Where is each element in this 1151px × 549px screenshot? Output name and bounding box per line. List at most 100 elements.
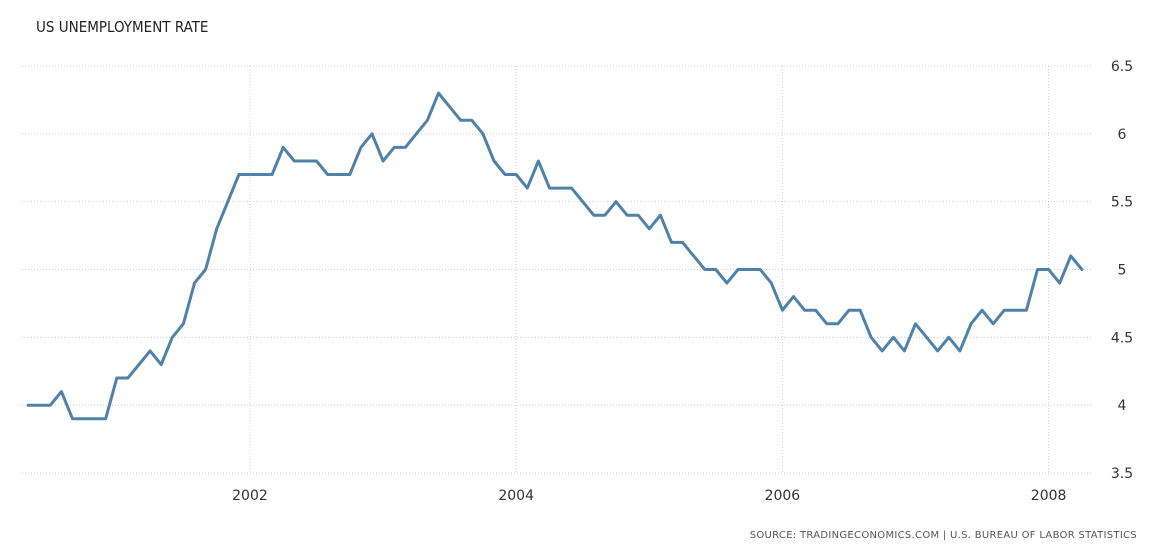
data-point-2007-09	[1003, 309, 1005, 311]
data-point-2001-10	[215, 228, 217, 230]
data-point-2005-01	[648, 228, 650, 230]
data-point-2004-08	[593, 214, 595, 216]
data-point-2006-05	[826, 323, 828, 325]
data-point-2002-11	[360, 146, 362, 148]
data-point-2001-07	[182, 323, 184, 325]
data-point-2003-11	[493, 160, 495, 162]
data-point-2006-12	[903, 350, 905, 352]
y-tick-label: 4	[1118, 398, 1127, 414]
data-point-2004-12	[637, 214, 639, 216]
data-point-2003-07	[448, 106, 450, 108]
data-point-2005-03	[670, 241, 672, 243]
data-point-2007-05	[959, 350, 961, 352]
data-point-2001-01	[116, 377, 118, 379]
data-point-2002-12	[371, 133, 373, 135]
data-point-2002-01	[249, 173, 251, 175]
data-point-2002-02	[260, 173, 262, 175]
data-point-2004-10	[615, 200, 617, 202]
data-point-2007-02	[925, 336, 927, 338]
data-point-2006-08	[859, 309, 861, 311]
data-point-2000-06	[38, 404, 40, 406]
data-point-2008-04	[1081, 268, 1083, 270]
data-point-2000-07	[49, 404, 51, 406]
data-point-2007-07	[981, 309, 983, 311]
data-point-2002-07	[315, 160, 317, 162]
x-tick-label: 2008	[1031, 488, 1067, 504]
chart-title: US UNEMPLOYMENT RATE	[36, 18, 209, 36]
data-point-2005-07	[715, 268, 717, 270]
y-axis-tick-labels: 3.5 4 4.5 5 5.5 6 6.5	[1111, 59, 1133, 482]
data-point-2002-09	[337, 173, 339, 175]
data-point-2003-01	[382, 160, 384, 162]
y-tick-label: 3.5	[1111, 466, 1133, 482]
data-point-2004-11	[626, 214, 628, 216]
data-point-2005-11	[759, 268, 761, 270]
data-point-2008-03	[1070, 255, 1072, 257]
data-point-2000-11	[93, 418, 95, 420]
data-point-2004-01	[515, 173, 517, 175]
y-tick-label: 4.5	[1111, 330, 1133, 346]
data-point-2004-04	[548, 187, 550, 189]
data-point-2006-07	[848, 309, 850, 311]
data-point-2003-05	[426, 119, 428, 121]
data-point-2008-01	[1047, 268, 1049, 270]
data-point-2006-03	[803, 309, 805, 311]
data-point-2005-08	[726, 282, 728, 284]
y-tick-label: 6	[1118, 127, 1127, 143]
data-point-2001-04	[149, 350, 151, 352]
data-point-2005-12	[770, 282, 772, 284]
data-point-2000-12	[105, 418, 107, 420]
data-point-2004-07	[582, 200, 584, 202]
data-point-2007-08	[992, 323, 994, 325]
data-point-2007-01	[914, 323, 916, 325]
data-point-2006-11	[892, 336, 894, 338]
series-line-unemployment	[26, 91, 1084, 421]
data-point-2003-09	[471, 119, 473, 121]
data-point-2002-10	[349, 173, 351, 175]
data-point-2007-12	[1036, 268, 1038, 270]
y-tick-label: 5.5	[1111, 195, 1133, 211]
data-point-2006-01	[781, 309, 783, 311]
data-point-2002-06	[304, 160, 306, 162]
data-point-2007-04	[948, 336, 950, 338]
data-point-2003-10	[482, 133, 484, 135]
x-tick-label: 2004	[498, 488, 534, 504]
data-point-2002-05	[293, 160, 295, 162]
y-tick-label: 6.5	[1111, 59, 1133, 75]
data-point-2000-10	[82, 418, 84, 420]
vertical-gridlines	[249, 66, 1050, 473]
data-point-2003-08	[460, 119, 462, 121]
data-point-2003-04	[415, 133, 417, 135]
data-point-2001-09	[204, 268, 206, 270]
data-point-2003-02	[393, 146, 395, 148]
data-point-2001-11	[227, 200, 229, 202]
data-point-2006-04	[814, 309, 816, 311]
data-point-2001-12	[238, 173, 240, 175]
data-point-2000-09	[71, 418, 73, 420]
y-tick-label: 5	[1118, 263, 1127, 279]
data-point-2007-06	[970, 323, 972, 325]
data-point-2001-03	[138, 363, 140, 365]
data-point-2005-05	[692, 255, 694, 257]
data-point-2002-04	[282, 146, 284, 148]
x-tick-label: 2006	[765, 488, 801, 504]
data-point-2001-05	[160, 363, 162, 365]
data-point-2004-02	[526, 187, 528, 189]
data-point-2002-08	[326, 173, 328, 175]
data-point-2004-03	[537, 160, 539, 162]
data-point-2006-10	[881, 350, 883, 352]
data-point-2007-10	[1014, 309, 1016, 311]
source-note: SOURCE: TRADINGECONOMICS.COM | U.S. BURE…	[749, 530, 1137, 541]
data-point-2000-08	[60, 390, 62, 392]
x-tick-label: 2002	[232, 488, 268, 504]
data-points	[27, 92, 1083, 420]
data-point-2005-09	[737, 268, 739, 270]
x-axis-tick-labels: 2002 2004 2006 2008	[232, 488, 1066, 504]
data-point-2005-06	[704, 268, 706, 270]
data-point-2001-08	[193, 282, 195, 284]
data-point-2006-06	[837, 323, 839, 325]
data-point-2004-06	[570, 187, 572, 189]
data-point-2003-12	[504, 173, 506, 175]
data-point-2003-06	[437, 92, 439, 94]
data-point-2005-04	[681, 241, 683, 243]
